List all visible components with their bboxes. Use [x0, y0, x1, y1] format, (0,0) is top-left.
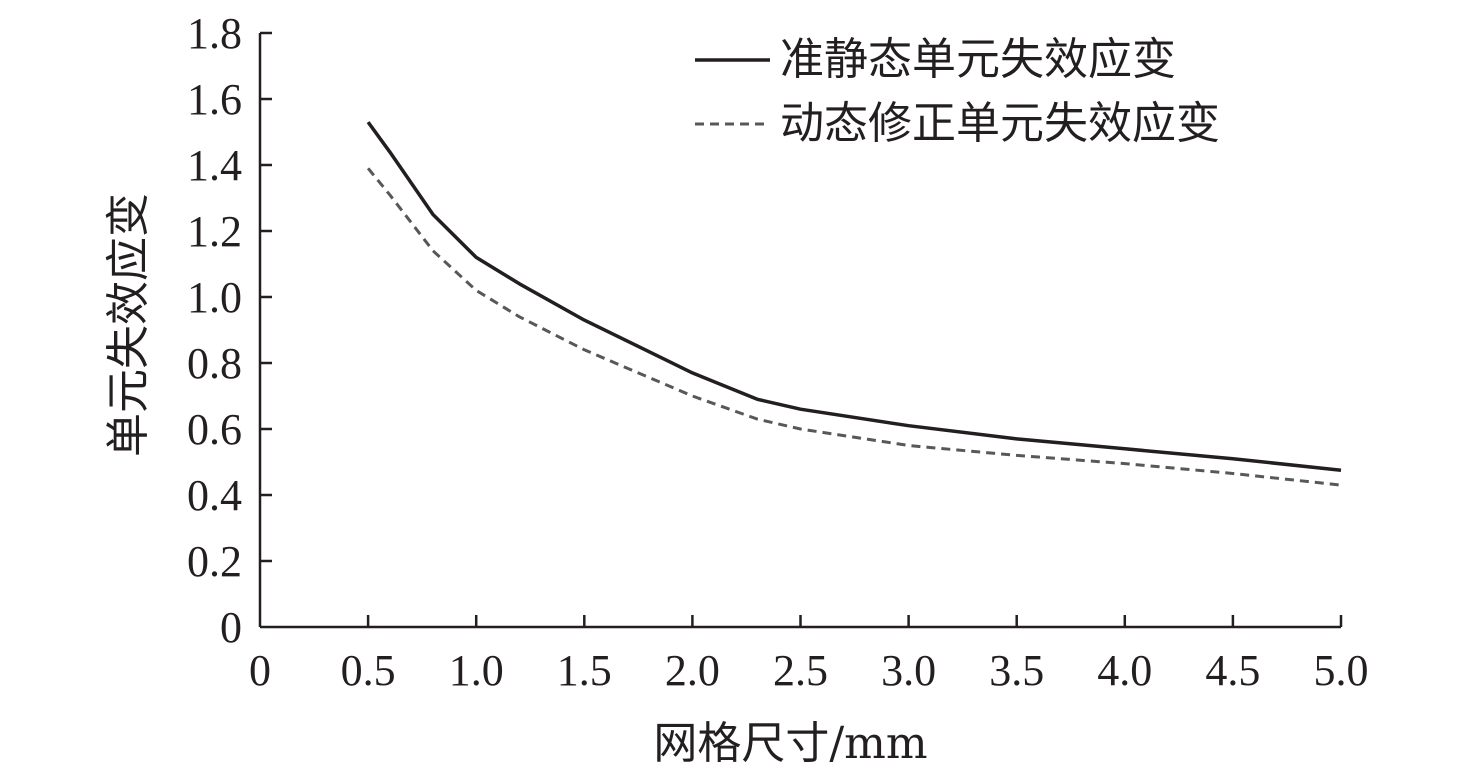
- x-tick-label: 3.5: [989, 646, 1044, 695]
- y-tick-label: 0.2: [187, 537, 242, 586]
- legend-label-2: 动态修正单元失效应变: [780, 98, 1220, 149]
- series-group: [366, 121, 1342, 487]
- x-tick-label: 0.5: [341, 646, 396, 695]
- y-tick-label: 1.8: [187, 9, 242, 58]
- series-line-2: [366, 167, 1342, 487]
- x-tick-label: 1.0: [449, 646, 504, 695]
- y-tick-label: 0: [220, 603, 242, 652]
- y-tick-label: 0.4: [187, 471, 242, 520]
- x-tick-label: 5.0: [1314, 646, 1369, 695]
- y-axis-title: 单元失效应变: [103, 193, 154, 457]
- y-tick-label: 1.0: [187, 273, 242, 322]
- x-tick-label: 1.5: [557, 646, 612, 695]
- x-tick-label: 2.0: [665, 646, 720, 695]
- y-tick-label: 0.8: [187, 339, 242, 388]
- x-tick-label: 2.5: [773, 646, 828, 695]
- x-tick-label: 4.0: [1097, 646, 1152, 695]
- ticks: 0 0.5 1.0 1.5 2.0 2.5 3.0 3.5 4.0 4.5 5.0 0 0.2 0.4 0.…: [187, 9, 1369, 695]
- x-tick-label: 0: [249, 646, 271, 695]
- x-tick-label: 3.0: [881, 646, 936, 695]
- y-tick-label: 1.2: [187, 207, 242, 256]
- y-tick-label: 1.6: [187, 75, 242, 124]
- x-axis-title: 网格尺寸/mm: [653, 718, 927, 769]
- legend-label-1: 准静态单元失效应变: [780, 34, 1176, 85]
- y-tick-label: 1.4: [187, 141, 242, 190]
- x-tick-label: 4.5: [1205, 646, 1260, 695]
- series-line-1: [366, 121, 1342, 473]
- y-tick-label: 0.6: [187, 405, 242, 454]
